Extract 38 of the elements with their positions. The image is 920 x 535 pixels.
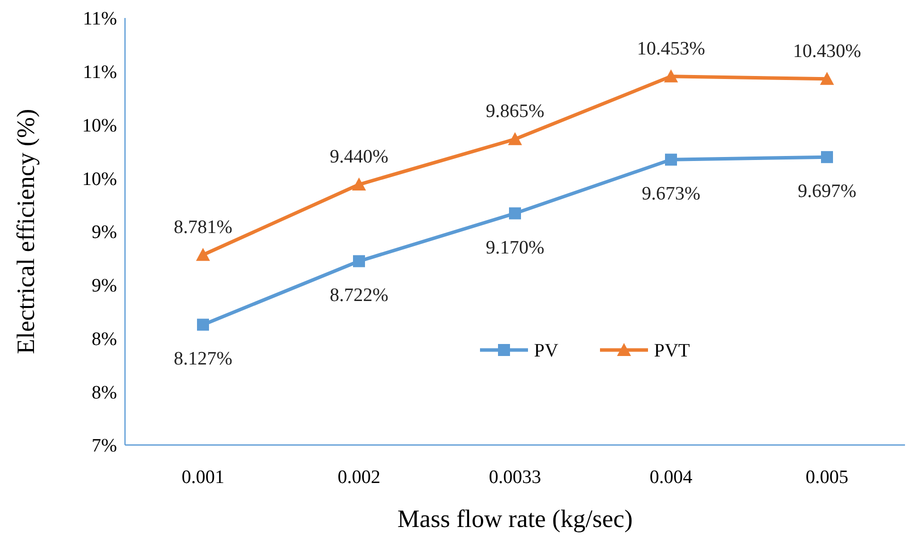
y-tick-label: 8% [92, 328, 118, 350]
point [352, 178, 366, 191]
data-label: 9.697% [798, 181, 856, 202]
y-tick-label: 7% [92, 436, 118, 457]
y-tick-label: 11% [82, 8, 118, 30]
x-tick-label: 0.001 [182, 467, 224, 488]
x-tick-label: 0.004 [650, 467, 693, 488]
point [820, 72, 834, 85]
legend-label: PV [534, 340, 559, 362]
point [509, 207, 521, 220]
y-tick-label: 10% [82, 168, 118, 190]
x-axis-title: Mass flow rate (kg/sec) [397, 506, 633, 533]
data-label: 10.430% [792, 40, 862, 62]
y-tick-label: 10% [82, 115, 118, 136]
y-tick-label: 8% [92, 382, 118, 404]
point [353, 255, 365, 268]
data-label: 8.722% [330, 285, 388, 306]
x-tick-label: 0.002 [338, 467, 380, 488]
point [664, 69, 678, 82]
data-label: 10.453% [636, 38, 706, 60]
data-label: 9.865% [486, 101, 544, 122]
point [821, 151, 833, 164]
data-label: 9.170% [486, 237, 544, 258]
y-tick-label: 9% [92, 276, 118, 297]
y-tick-label: 11% [82, 62, 118, 84]
point [508, 132, 522, 146]
x-tick-label: 0.0033 [488, 467, 542, 488]
point [665, 154, 677, 166]
data-label: 8.781% [174, 216, 232, 238]
y-tick-label: 9% [92, 222, 118, 244]
data-label: 8.127% [174, 348, 232, 370]
data-label: 9.673% [642, 184, 700, 205]
point [196, 248, 210, 261]
y-axis-title: Electrical efficiency (%) [13, 108, 40, 354]
point [197, 318, 209, 331]
x-tick-label: 0.005 [806, 467, 848, 488]
data-label: 9.440% [330, 146, 388, 168]
legend-label: PVT [654, 340, 690, 362]
